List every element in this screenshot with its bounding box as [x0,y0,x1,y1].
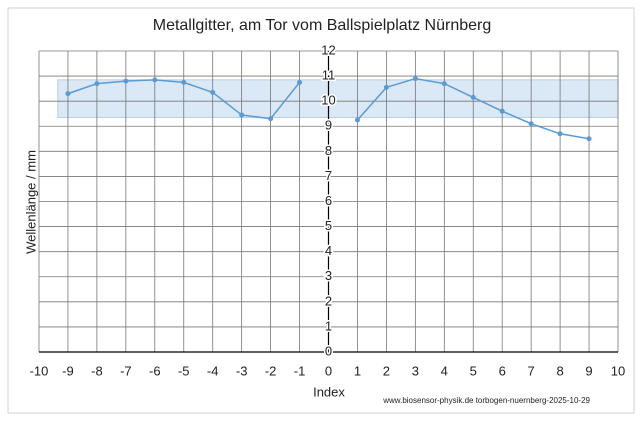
chart-border [7,7,635,414]
y-tick-label: 12 [321,42,335,57]
x-tick-label: 0 [325,363,332,378]
x-tick-label: 3 [412,363,419,378]
x-tick-label: 10 [611,363,625,378]
tolerance-band [57,79,619,118]
data-point [383,84,389,90]
x-tick-label: -2 [265,363,277,378]
y-tick-label: 11 [322,68,336,83]
x-tick-label: 8 [556,363,563,378]
x-tick-label: -9 [62,363,74,378]
data-point [354,117,360,123]
y-tick-label: 6 [325,193,332,208]
y-tick-label: 3 [325,268,332,283]
footer: www.biosensor-physik.de torbogen-nuernbe… [382,396,590,405]
data-point [65,91,71,97]
data-point [412,76,418,82]
x-tick-label: -7 [120,363,132,378]
chart-title: Metallgitter, am Tor vom Ballspielplatz … [153,17,492,34]
x-tick-label: -8 [91,363,103,378]
x-tick-label: 5 [470,363,477,378]
x-tick-label: 2 [383,363,390,378]
y-tick-label: 5 [325,218,332,233]
x-tick-label: 9 [585,363,592,378]
y-tick-label: 0 [325,343,332,358]
data-point [441,81,447,87]
data-point [297,79,303,85]
y-tick-label: 7 [325,168,332,183]
data-point [586,136,592,142]
x-axis-label: Index [313,384,345,399]
x-tick-label: 1 [354,363,361,378]
y-tick-label: 8 [325,143,332,158]
y-tick-label: 1 [325,318,332,333]
x-tick-label: 6 [499,363,506,378]
x-tick-label: -10 [30,363,49,378]
y-tick-label: 9 [325,118,332,133]
data-point [470,94,476,100]
x-tick-label: 4 [441,363,448,378]
data-point [528,121,534,127]
data-point [557,131,563,137]
data-point [181,79,187,85]
data-point [499,108,505,114]
x-tick-label: -4 [207,363,219,378]
y-tick-label: 10 [321,93,335,108]
data-point [152,77,158,83]
data-point [210,89,216,95]
x-tick-label: -3 [236,363,248,378]
y-tick-label: 2 [325,293,332,308]
data-point [123,78,129,84]
x-tick-label: -1 [294,363,306,378]
y-tick-label: 4 [325,243,332,258]
y-axis-label: Wellenlänge / mm [23,150,38,254]
x-tick-label: -6 [149,363,161,378]
data-point [239,112,245,118]
x-tick-label: -5 [178,363,190,378]
x-tick-label: 7 [528,363,535,378]
data-point [94,81,100,87]
data-point [268,116,274,122]
